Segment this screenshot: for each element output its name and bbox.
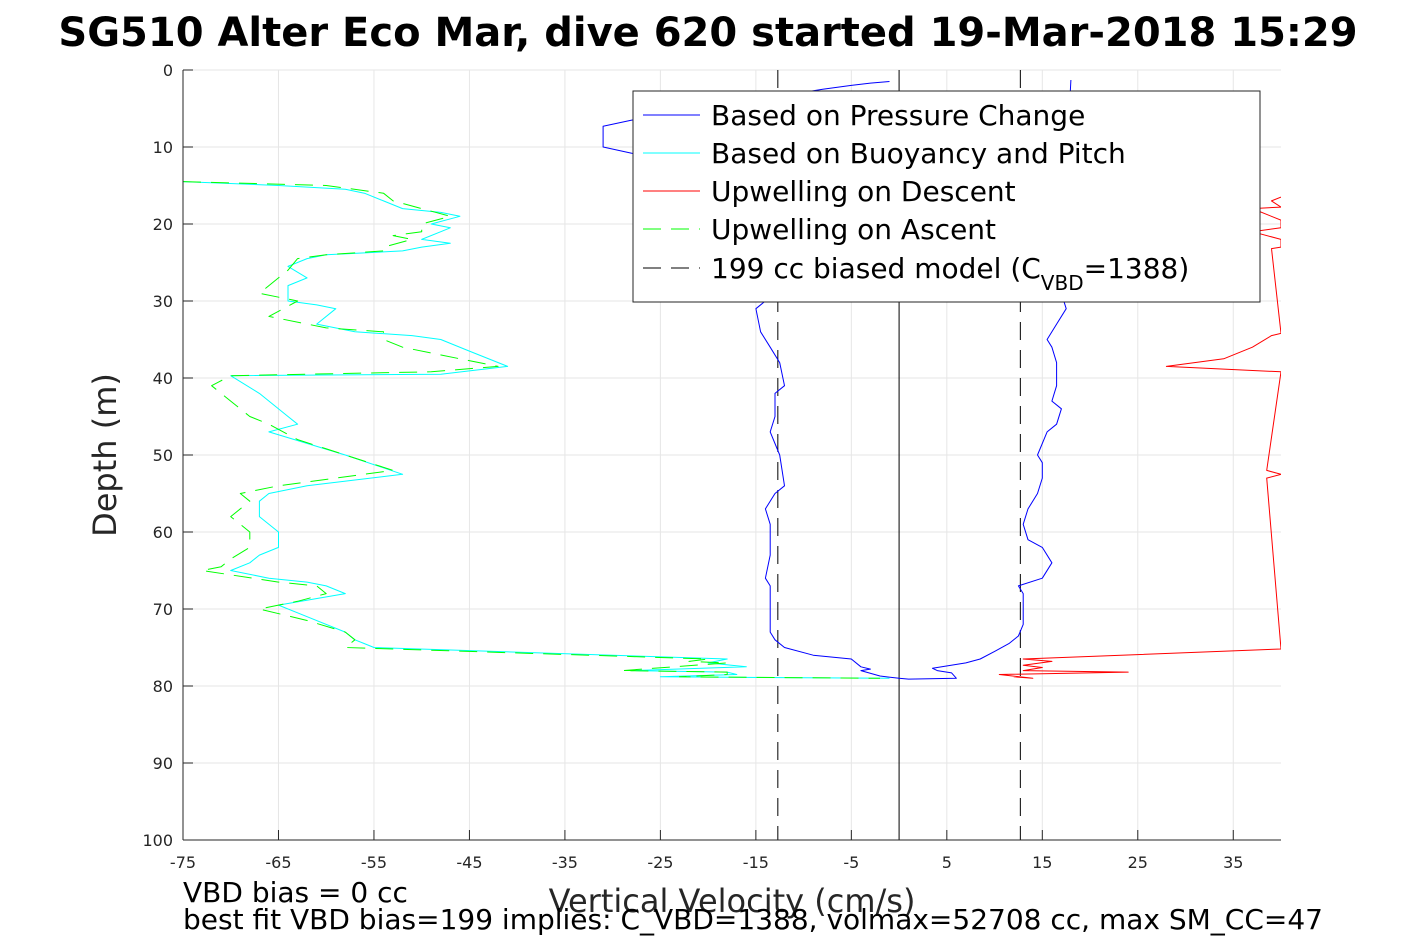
y-axis-label: Depth (m) (86, 373, 124, 537)
x-tick-label: -55 (361, 853, 387, 872)
legend-model-subscript: VBD (1041, 271, 1084, 295)
footer-best-fit: best fit VBD bias=199 implies: C_VBD=138… (183, 903, 1323, 936)
y-tick-label: 80 (153, 677, 173, 696)
x-tick-label: -45 (456, 853, 482, 872)
legend-label-pressure: Based on Pressure Change (711, 99, 1085, 132)
axes: -75 -65 -55 -45 -35 -25 -15 -5 5 15 25 350102030405… (142, 61, 1281, 872)
series-upwell-descent (998, 196, 1281, 679)
legend-label-buoyancy: Based on Buoyancy and Pitch (711, 137, 1126, 170)
legend-label-upwell-descent: Upwelling on Descent (711, 175, 1016, 208)
y-tick-label: 70 (153, 600, 173, 619)
legend-label-model: 199 cc biased model (CVBD=1388) (711, 252, 1189, 295)
x-tick-label: 35 (1223, 853, 1243, 872)
y-tick-label: 30 (153, 292, 173, 311)
y-tick-label: 90 (153, 754, 173, 773)
x-axis-label: Vertical Velocity (cm/s) (549, 882, 916, 920)
y-tick-label: 60 (153, 523, 173, 542)
x-tick-label: 25 (1128, 853, 1148, 872)
x-tick-label: 5 (942, 853, 952, 872)
y-tick-label: 40 (153, 369, 173, 388)
x-tick-label: -15 (743, 853, 769, 872)
legend-model-suffix: =1388) (1084, 252, 1190, 285)
x-tick-label: -25 (647, 853, 673, 872)
x-tick-label: -75 (170, 853, 196, 872)
legend-box (632, 90, 1261, 303)
y-tick-label: 50 (153, 446, 173, 465)
legend: Based on Pressure Change Based on Buoyan… (632, 90, 1261, 303)
legend-model-prefix: 199 cc biased model (C (711, 252, 1041, 285)
x-tick-label: -5 (843, 853, 859, 872)
y-tick-label: 10 (153, 138, 173, 157)
x-tick-label: 15 (1032, 853, 1052, 872)
x-tick-label: -35 (552, 853, 578, 872)
footer-vbd-bias: VBD bias = 0 cc (183, 876, 408, 909)
y-tick-label: 0 (163, 61, 173, 80)
x-tick-label: -65 (265, 853, 291, 872)
y-tick-label: 100 (142, 831, 173, 850)
chart-title: SG510 Alter Eco Mar, dive 620 started 19… (58, 10, 1357, 56)
series-upwell-ascent (183, 181, 881, 679)
legend-label-upwell-ascent: Upwelling on Ascent (711, 213, 996, 246)
y-tick-label: 20 (153, 215, 173, 234)
